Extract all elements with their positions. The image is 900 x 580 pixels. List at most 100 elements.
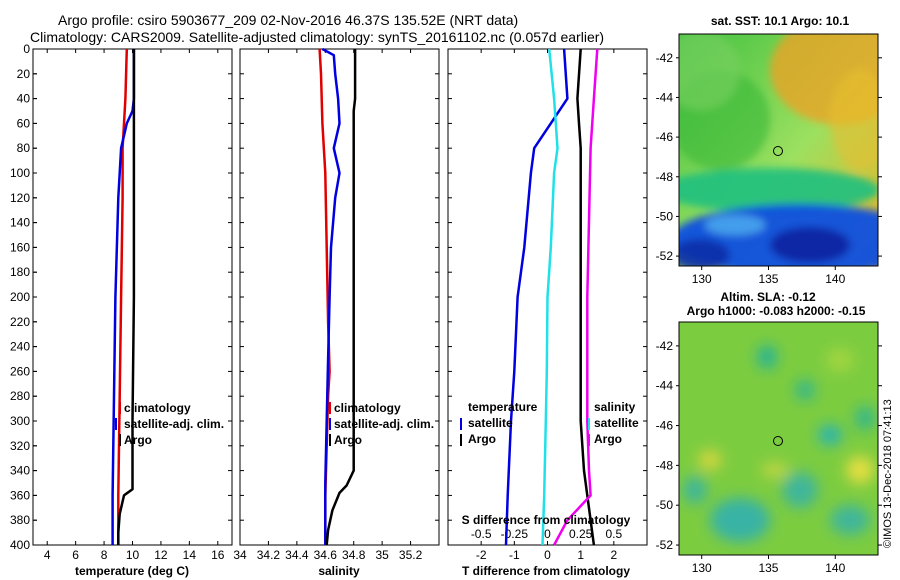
lat-tick-label: -48 [656, 458, 674, 472]
sla-high-3 [761, 462, 789, 478]
s-x-tick-label: 0.5 [605, 527, 622, 541]
lon-tick-label: 140 [825, 272, 845, 286]
sla-map-image [679, 322, 878, 555]
x-tick-label: 34.8 [342, 548, 366, 562]
sla-map-title: Altim. SLA: -0.12 [720, 290, 816, 304]
x-tick-label: 8 [101, 548, 108, 562]
lat-tick-label: -46 [656, 130, 674, 144]
x-tick-label: 1 [577, 548, 584, 562]
sla-high-2 [698, 450, 722, 470]
series-line-climatology [117, 48, 129, 545]
y-tick-label: 40 [17, 92, 31, 106]
lat-tick-label: -52 [656, 538, 674, 552]
legend-t-satellite: satellite [468, 416, 513, 430]
x-tick-label: 34.6 [314, 548, 338, 562]
series-line-argo [325, 49, 357, 546]
y-tick-label: 400 [10, 538, 30, 552]
legend-salinity-heading: salinity [594, 400, 636, 414]
lon-tick-label: 130 [692, 272, 712, 286]
lon-tick-label: 130 [692, 561, 712, 575]
y-tick-label: 180 [10, 265, 30, 279]
watermark: ©IMOS 13-Dec-2018 07:41:13 [882, 399, 894, 548]
series-line-satellite-adj [321, 47, 341, 545]
y-tick-label: 340 [10, 464, 30, 478]
legend-climatology: climatology [124, 401, 191, 415]
sst-argo-location-marker [773, 146, 783, 156]
x-tick-label: 14 [183, 548, 197, 562]
sst-map-title: sat. SST: 10.1 Argo: 10.1 [711, 14, 850, 28]
sst-lon-ticks: 130 135 140 [692, 266, 846, 286]
lat-tick-label: -52 [656, 249, 674, 263]
sst-lat-ticks: -42 -44 -46 -48 -50 -52 [656, 51, 882, 263]
y-tick-label: 140 [10, 216, 30, 230]
legend-temperature-heading: temperature [468, 400, 538, 414]
s-difference-x-label: S difference from climatology [462, 513, 631, 527]
series-line-s-satellite [541, 48, 559, 546]
x-tick-label: -2 [476, 548, 487, 562]
y-tick-label: 80 [17, 141, 31, 155]
t-difference-x-ticks: -2 -1 0 1 2 [476, 49, 617, 562]
y-tick-label: 320 [10, 439, 30, 453]
s-x-tick-label: 0 [544, 527, 551, 541]
sla-low-2 [795, 380, 815, 400]
sla-high-4 [826, 348, 854, 372]
y-tick-label: 100 [10, 166, 30, 180]
sst-light-green-patch [679, 34, 740, 110]
legend-t-argo: Argo [468, 432, 496, 446]
sla-lat-ticks: -42 -44 -46 -48 -50 -52 [656, 339, 882, 552]
temperature-panel: 4 6 8 10 12 14 16 0 20 40 60 80 100 120 140 160 180 200 2… [10, 42, 233, 578]
lat-tick-label: -44 [656, 90, 674, 104]
lat-tick-label: -50 [656, 498, 674, 512]
sla-low-3 [818, 425, 842, 445]
sla-lon-ticks: 130 135 140 [692, 555, 846, 575]
sst-map-image [679, 34, 878, 266]
y-tick-label: 200 [10, 290, 30, 304]
sla-low-5 [710, 498, 770, 542]
x-tick-label: 35.2 [399, 548, 423, 562]
salinity-legend: climatology satellite-adj. clim. Argo [329, 401, 434, 447]
y-tick-label: 240 [10, 340, 30, 354]
s-difference-x-ticks: -0.5 -0.25 0 0.25 0.5 [471, 527, 623, 541]
lat-tick-label: -50 [656, 209, 674, 223]
salinity-panel: 34 34.2 34.4 34.6 34.8 35 35.2 salinity climat… [233, 47, 440, 578]
series-line-s-argo [552, 48, 599, 546]
sla-map: Altim. SLA: -0.12 Argo h1000: -0.083 h20… [656, 290, 882, 575]
sla-low-4 [855, 406, 875, 430]
sla-high-1 [846, 456, 874, 484]
x-tick-label: 35 [375, 548, 389, 562]
x-tick-label: 12 [154, 548, 168, 562]
lon-tick-label: 140 [825, 561, 845, 575]
legend-satellite-adj: satellite-adj. clim. [124, 417, 224, 431]
sla-low-8 [683, 476, 707, 504]
lon-tick-label: 135 [758, 272, 778, 286]
legend-climatology: climatology [334, 401, 401, 415]
legend-argo: Argo [124, 433, 152, 447]
y-tick-label: 380 [10, 513, 30, 527]
x-tick-label: 34 [233, 548, 247, 562]
difference-legend-salinity: salinity satellite Argo [588, 400, 639, 446]
difference-panel: -2 -1 0 1 2 -0.5 -0.25 0 0.25 0.5 T difference f… [447, 48, 648, 578]
salinity-x-ticks: 34 34.2 34.4 34.6 34.8 35 35.2 [233, 49, 423, 562]
lat-tick-label: -46 [656, 419, 674, 433]
lon-tick-label: 135 [758, 561, 778, 575]
y-tick-label: 260 [10, 364, 30, 378]
sla-low-1 [757, 345, 777, 369]
legend-s-satellite: satellite [594, 416, 639, 430]
x-tick-label: 4 [44, 548, 51, 562]
y-tick-label: 160 [10, 240, 30, 254]
temperature-x-ticks: 4 6 8 10 12 14 16 [44, 49, 225, 562]
y-tick-label: 0 [23, 42, 30, 56]
difference-legend-temperature: temperature satellite Argo [460, 400, 538, 446]
x-tick-label: 0 [544, 548, 551, 562]
sla-low-6 [782, 472, 818, 508]
sst-map-frame [678, 33, 879, 267]
y-tick-label: 300 [10, 414, 30, 428]
title-line-2: Climatology: CARS2009. Satellite-adjuste… [30, 29, 604, 45]
sla-map-subtitle: Argo h1000: -0.083 h2000: -0.15 [687, 304, 866, 318]
x-tick-label: 2 [610, 548, 617, 562]
title-line-1: Argo profile: csiro 5903677_209 02-Nov-2… [58, 12, 518, 28]
sst-warm-patch-east [830, 70, 878, 170]
s-x-tick-label: 0.25 [569, 527, 593, 541]
t-difference-x-label: T difference from climatology [462, 564, 630, 578]
y-tick-label: 220 [10, 315, 30, 329]
